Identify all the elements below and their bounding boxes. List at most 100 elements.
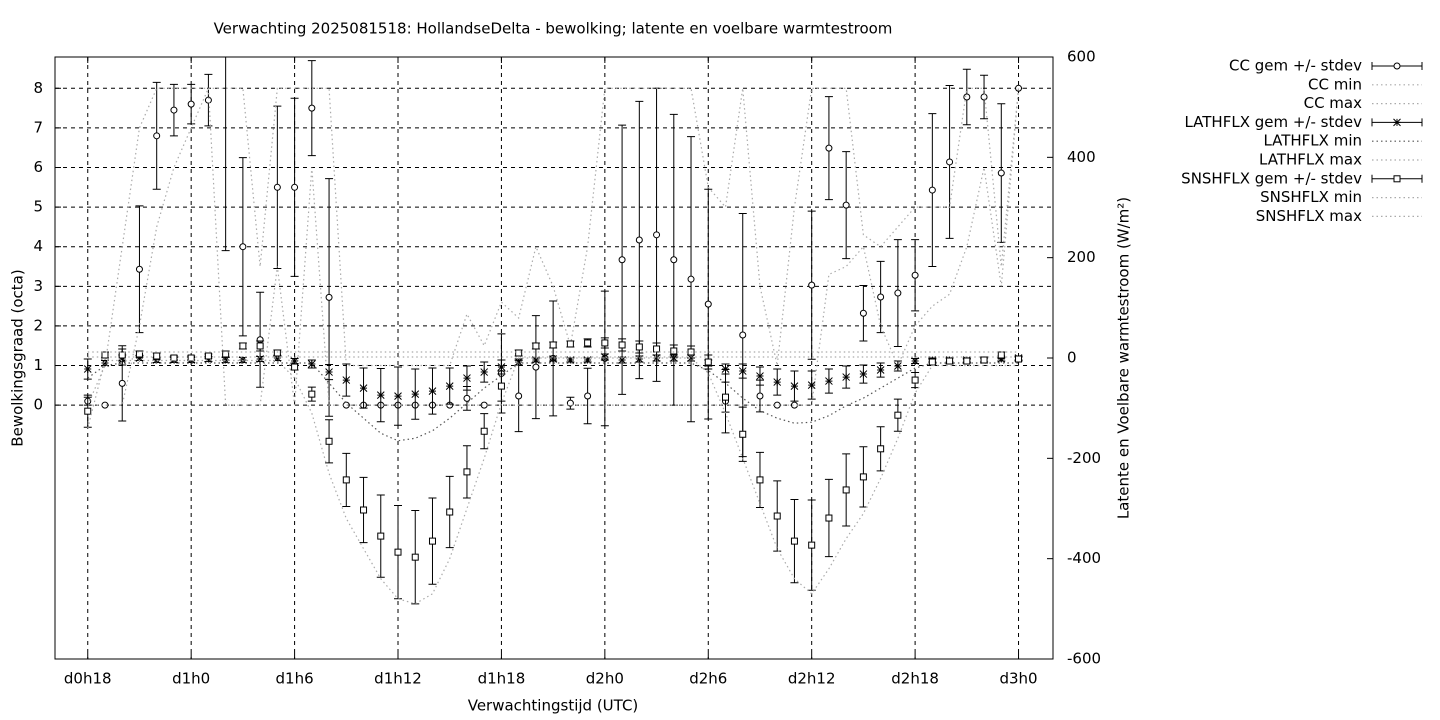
y2-tick-label: 600 <box>1067 48 1096 66</box>
line-series <box>87 88 1020 406</box>
marker <box>394 548 402 556</box>
plot-area <box>83 57 1023 605</box>
legend-label: LATHFLX min <box>1263 132 1362 150</box>
marker <box>687 275 695 283</box>
marker <box>153 352 161 360</box>
marker <box>256 355 264 363</box>
marker <box>118 351 126 359</box>
marker <box>808 281 816 289</box>
marker <box>308 104 316 112</box>
y2-tick-label: -200 <box>1067 449 1101 467</box>
marker <box>342 476 350 484</box>
marker <box>997 355 1006 363</box>
marker <box>842 201 850 209</box>
marker <box>376 391 385 399</box>
marker <box>928 186 936 194</box>
y-tick-label: 7 <box>33 118 43 136</box>
marker <box>83 365 92 373</box>
marker <box>790 382 799 390</box>
marker <box>653 345 661 353</box>
x-tick-label: d2h6 <box>689 670 727 688</box>
x-tick-label: d2h18 <box>891 670 939 688</box>
legend-label: CC min <box>1308 75 1362 93</box>
y-tick-label: 4 <box>33 237 43 255</box>
marker <box>670 347 678 355</box>
marker <box>997 351 1005 359</box>
marker <box>515 392 523 400</box>
legend-label: SNSHFLX min <box>1260 188 1362 206</box>
marker <box>807 381 816 389</box>
marker <box>256 342 264 350</box>
marker <box>532 342 540 350</box>
marker <box>394 392 402 400</box>
marker <box>773 378 782 386</box>
axes: d0h18 d1h0 d1h6 d1h12 d1h18 d2h0 d2h6 d2h12 d2h1… <box>33 48 1101 688</box>
marker <box>532 356 540 364</box>
x-axis-label: Verwachtingstijd (UTC) <box>468 697 639 715</box>
legend-marker <box>1393 118 1401 127</box>
marker <box>480 427 488 435</box>
marker <box>773 512 781 520</box>
marker <box>894 289 902 297</box>
marker <box>653 231 661 239</box>
marker <box>739 331 747 339</box>
marker <box>618 256 626 264</box>
marker <box>428 537 436 545</box>
marker <box>911 271 919 279</box>
marker <box>135 354 144 362</box>
x-tick-label: d1h12 <box>374 670 422 688</box>
marker <box>549 355 557 363</box>
marker <box>808 541 816 549</box>
marker <box>670 256 678 264</box>
marker <box>101 359 109 367</box>
marker <box>583 356 592 364</box>
marker <box>721 365 730 373</box>
marker <box>153 132 161 140</box>
marker <box>463 394 471 402</box>
marker <box>515 349 523 357</box>
marker <box>359 384 368 392</box>
x-tick-label: d1h18 <box>478 670 526 688</box>
marker <box>704 358 712 366</box>
marker <box>928 358 936 366</box>
marker <box>532 363 540 371</box>
marker <box>859 370 868 378</box>
y-tick-label: 6 <box>33 158 43 176</box>
marker <box>842 486 850 494</box>
y-axis-label: Bewolkingsgraad (octa) <box>9 269 27 446</box>
marker <box>84 407 92 415</box>
legend-label: CC max <box>1304 94 1363 112</box>
marker <box>756 476 764 484</box>
y2-axis-label: Latente en Voelbare warmtestroom (W/m²) <box>1115 197 1133 519</box>
marker <box>428 387 437 395</box>
marker <box>445 382 454 390</box>
marker <box>325 293 333 301</box>
y-tick-label: 0 <box>33 396 43 414</box>
marker <box>273 183 281 191</box>
marker <box>722 393 730 401</box>
x-tick-label: d3h0 <box>999 670 1037 688</box>
marker <box>204 96 212 104</box>
marker <box>411 553 419 561</box>
marker <box>738 367 747 375</box>
marker <box>1015 355 1023 363</box>
marker <box>446 508 454 516</box>
marker <box>859 473 867 481</box>
marker <box>497 382 505 390</box>
marker <box>290 357 299 365</box>
x-tick-label: d2h12 <box>788 670 836 688</box>
marker <box>325 437 333 445</box>
legend-label: LATHFLX max <box>1259 151 1362 169</box>
y-tick-label: 2 <box>33 316 43 334</box>
marker <box>549 341 557 349</box>
marker <box>859 309 867 317</box>
marker <box>411 390 420 398</box>
y-tick-label: 5 <box>33 198 43 216</box>
marker <box>963 357 971 365</box>
marker <box>825 144 833 152</box>
line-series <box>87 362 1019 442</box>
legend-label: SNSHFLX max <box>1256 207 1362 225</box>
y-tick-label: 3 <box>33 277 43 295</box>
marker <box>377 532 385 540</box>
